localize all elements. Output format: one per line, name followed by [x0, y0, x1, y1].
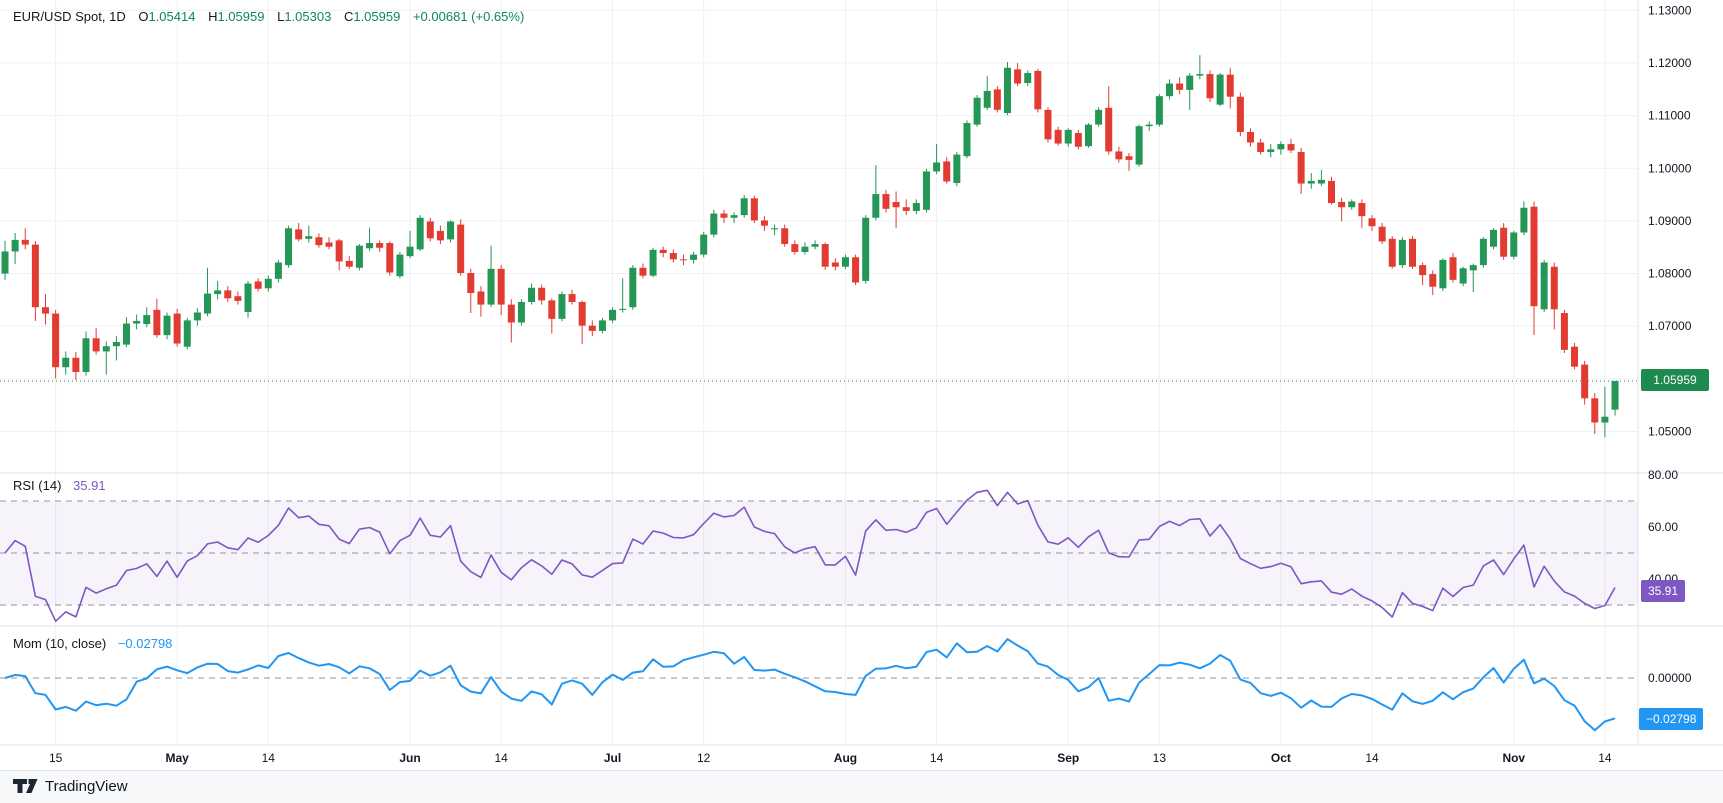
change-value: +0.00681 (+0.65%) — [412, 9, 525, 24]
svg-text:1.10000: 1.10000 — [1648, 161, 1692, 175]
svg-text:Sep: Sep — [1057, 751, 1079, 765]
svg-text:15: 15 — [49, 751, 63, 765]
svg-text:1.12000: 1.12000 — [1648, 56, 1692, 70]
svg-text:80.00: 80.00 — [1648, 468, 1678, 482]
low-value: 1.05303 — [284, 9, 332, 24]
svg-text:1.07000: 1.07000 — [1648, 319, 1692, 333]
open-key: O — [138, 9, 149, 24]
last-price-badge: 1.05959 — [1641, 369, 1709, 391]
footer-strip — [0, 770, 1723, 803]
svg-text:May: May — [165, 751, 189, 765]
rsi-legend[interactable]: RSI (14) 35.91 — [13, 478, 106, 493]
svg-text:14: 14 — [930, 751, 944, 765]
close-key: C — [343, 9, 354, 24]
tradingview-logo-icon — [13, 779, 38, 793]
momentum-value-badge: −0.02798 — [1639, 708, 1704, 730]
rsi-label: RSI (14) — [13, 478, 62, 493]
tradingview-logo-text: TradingView — [45, 778, 128, 795]
symbol-legend[interactable]: EUR/USD Spot, 1D O1.05414 H1.05959 L1.05… — [13, 9, 524, 24]
close-value: 1.05959 — [353, 9, 401, 24]
svg-text:13: 13 — [1153, 751, 1167, 765]
svg-text:1.09000: 1.09000 — [1648, 214, 1692, 228]
rsi-value-badge: 35.91 — [1641, 580, 1686, 602]
svg-text:60.00: 60.00 — [1648, 520, 1678, 534]
rsi-value: 35.91 — [73, 478, 106, 493]
momentum-legend[interactable]: Mom (10, close) −0.02798 — [13, 636, 172, 651]
svg-text:1.08000: 1.08000 — [1648, 267, 1692, 281]
svg-text:14: 14 — [1598, 751, 1612, 765]
svg-text:1.13000: 1.13000 — [1648, 3, 1692, 17]
high-key: H — [208, 9, 218, 24]
svg-text:12: 12 — [697, 751, 711, 765]
low-key: L — [277, 9, 285, 24]
svg-text:1.05000: 1.05000 — [1648, 424, 1692, 438]
svg-text:0.00000: 0.00000 — [1648, 671, 1692, 685]
momentum-label: Mom (10, close) — [13, 636, 107, 651]
tradingview-logo[interactable]: TradingView — [13, 778, 128, 795]
open-value: 1.05414 — [148, 9, 196, 24]
svg-text:Jul: Jul — [604, 751, 621, 765]
momentum-value: −0.02798 — [117, 636, 173, 651]
svg-text:Nov: Nov — [1502, 751, 1525, 765]
svg-text:1.11000: 1.11000 — [1648, 109, 1691, 123]
svg-text:14: 14 — [262, 751, 276, 765]
svg-text:14: 14 — [1365, 751, 1379, 765]
svg-text:Aug: Aug — [834, 751, 857, 765]
svg-text:Oct: Oct — [1271, 751, 1291, 765]
symbol-title: EUR/USD Spot, 1D — [13, 9, 126, 24]
svg-text:Jun: Jun — [399, 751, 420, 765]
high-value: 1.05959 — [217, 9, 265, 24]
svg-text:14: 14 — [494, 751, 508, 765]
